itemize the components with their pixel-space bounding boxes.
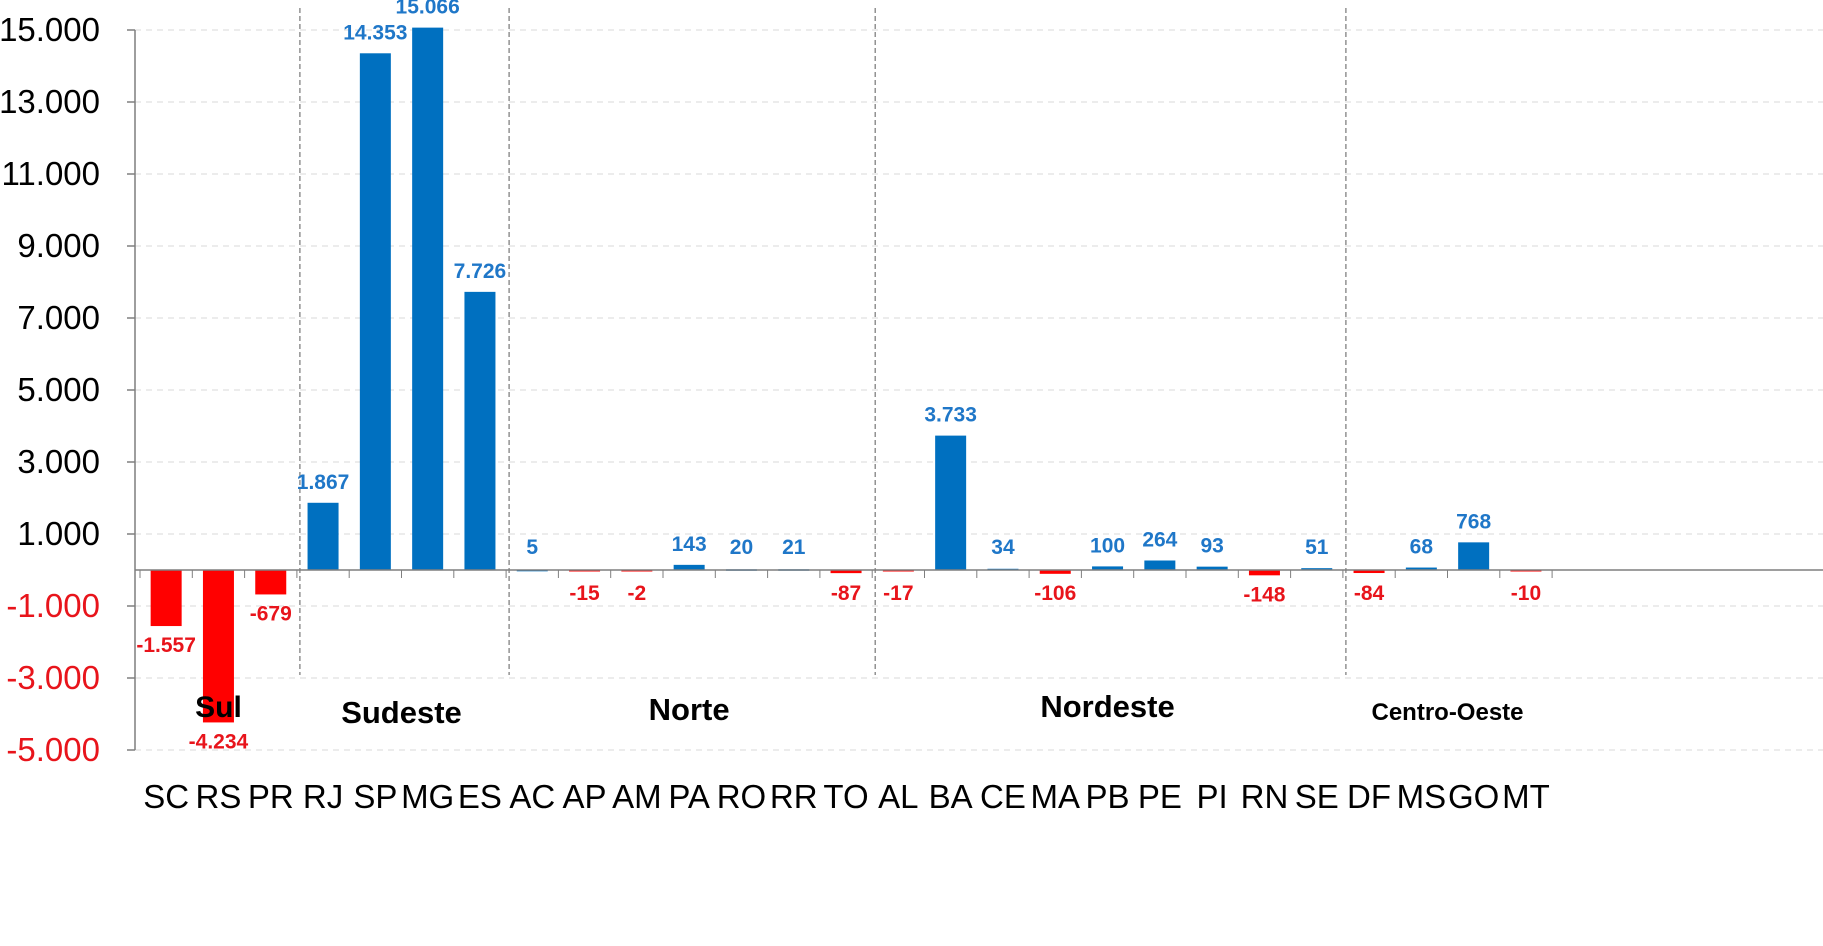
bar-pa — [673, 564, 705, 570]
region-label: Centro-Oeste — [1371, 699, 1523, 726]
y-tick-label: 1.000 — [17, 515, 100, 552]
bar-ma — [1039, 570, 1071, 574]
data-label: -679 — [250, 602, 292, 625]
data-label: 14.353 — [343, 21, 407, 44]
bar-go — [1458, 542, 1490, 570]
bar-pb — [1092, 566, 1124, 570]
x-tick-label: PE — [1138, 778, 1182, 815]
data-label: 768 — [1456, 510, 1491, 533]
x-tick-label: MS — [1397, 778, 1447, 815]
y-tick-label: 3.000 — [17, 443, 100, 480]
x-tick-label: PA — [668, 778, 710, 815]
y-tick-label: 15.000 — [0, 11, 100, 48]
x-tick-label: CE — [980, 778, 1026, 815]
data-label: 15.066 — [396, 0, 460, 19]
y-tick-label: -5.000 — [6, 731, 100, 768]
region-labels: Sul Sudeste Norte Nordeste Centro-Oeste — [195, 689, 1523, 730]
data-label: 3.733 — [924, 404, 977, 427]
x-tick-label: SE — [1295, 778, 1339, 815]
data-label: -84 — [1354, 582, 1385, 605]
x-tick-label: RR — [770, 778, 818, 815]
data-label: 143 — [672, 533, 707, 556]
x-tick-label: AP — [563, 778, 607, 815]
x-tick-label: MG — [401, 778, 454, 815]
x-tick-label: ES — [458, 778, 502, 815]
y-tick-label: -1.000 — [6, 587, 100, 624]
region-label: Norte — [649, 692, 730, 727]
region-label: Sudeste — [341, 695, 462, 730]
data-label: -10 — [1511, 582, 1541, 605]
data-label: -87 — [831, 582, 861, 605]
x-tick-label: MT — [1502, 778, 1550, 815]
data-label: 264 — [1142, 528, 1177, 551]
data-label: 7.726 — [454, 260, 507, 283]
x-tick-label: MA — [1031, 778, 1081, 815]
x-tick-label: AC — [509, 778, 555, 815]
bar-df — [1353, 570, 1385, 574]
x-tick-label: GO — [1448, 778, 1499, 815]
region-label: Nordeste — [1040, 689, 1174, 724]
x-tick-label: SP — [353, 778, 397, 815]
bar-ba — [935, 435, 967, 570]
data-label: 21 — [782, 536, 806, 559]
data-label: 51 — [1305, 536, 1329, 559]
data-label: -1.557 — [136, 634, 196, 657]
bar-rj — [307, 502, 339, 570]
data-label: -15 — [569, 582, 600, 605]
bar-sc — [150, 570, 182, 627]
data-label: 20 — [730, 536, 753, 559]
bar-pr — [255, 570, 287, 595]
data-labels: SC -1.557 RS -4.234 PR -679 RJ 1.867 SP 14.353 MG 1… — [136, 0, 1549, 815]
bar-se — [1301, 568, 1333, 570]
x-tick-label: PB — [1086, 778, 1130, 815]
x-tick-label: PI — [1197, 778, 1228, 815]
bar-mg — [412, 27, 444, 570]
bar-sp — [359, 53, 391, 571]
x-tick-label: RN — [1241, 778, 1289, 815]
y-tick-label: 11.000 — [2, 155, 100, 192]
x-tick-label: DF — [1347, 778, 1391, 815]
bar-pi — [1196, 566, 1228, 570]
x-tick-label: PR — [248, 778, 294, 815]
x-tick-label: SC — [143, 778, 189, 815]
data-label: 5 — [526, 536, 538, 559]
data-label: 1.867 — [297, 471, 350, 494]
data-label: 68 — [1410, 536, 1434, 559]
data-label: 100 — [1090, 534, 1125, 557]
bar-es — [464, 291, 496, 570]
x-tick-label: TO — [823, 778, 868, 815]
x-tick-label: RO — [717, 778, 767, 815]
y-tick-label: 5.000 — [17, 371, 100, 408]
axes: -5.000 -3.000 -1.000 1.000 3.000 5.000 7.000 9.… — [0, 11, 1823, 768]
bar-to — [830, 570, 862, 574]
x-tick-label: BA — [929, 778, 973, 815]
region-label: Sul — [195, 691, 242, 724]
bars — [150, 27, 1542, 723]
bar-rs — [202, 570, 234, 723]
bar-rn — [1248, 570, 1280, 576]
x-tick-label: RS — [196, 778, 242, 815]
x-tick-label: AM — [612, 778, 662, 815]
region-separators — [299, 8, 1347, 675]
y-tick-label: 13.000 — [0, 83, 100, 120]
data-label: 93 — [1200, 535, 1223, 558]
y-tick-label: -3.000 — [6, 659, 100, 696]
y-tick-label: 7.000 — [17, 299, 100, 336]
y-tick-label: 9.000 — [17, 227, 100, 264]
data-label: -2 — [628, 582, 647, 605]
bar-ms — [1405, 567, 1437, 570]
x-tick-label: AL — [878, 778, 918, 815]
bar-pe — [1144, 560, 1176, 570]
data-label: -106 — [1034, 582, 1076, 605]
data-label: -148 — [1243, 583, 1285, 606]
data-label: 34 — [991, 536, 1015, 559]
data-label: -17 — [883, 582, 913, 605]
x-tick-label: RJ — [303, 778, 343, 815]
data-label: -4.234 — [189, 730, 249, 753]
